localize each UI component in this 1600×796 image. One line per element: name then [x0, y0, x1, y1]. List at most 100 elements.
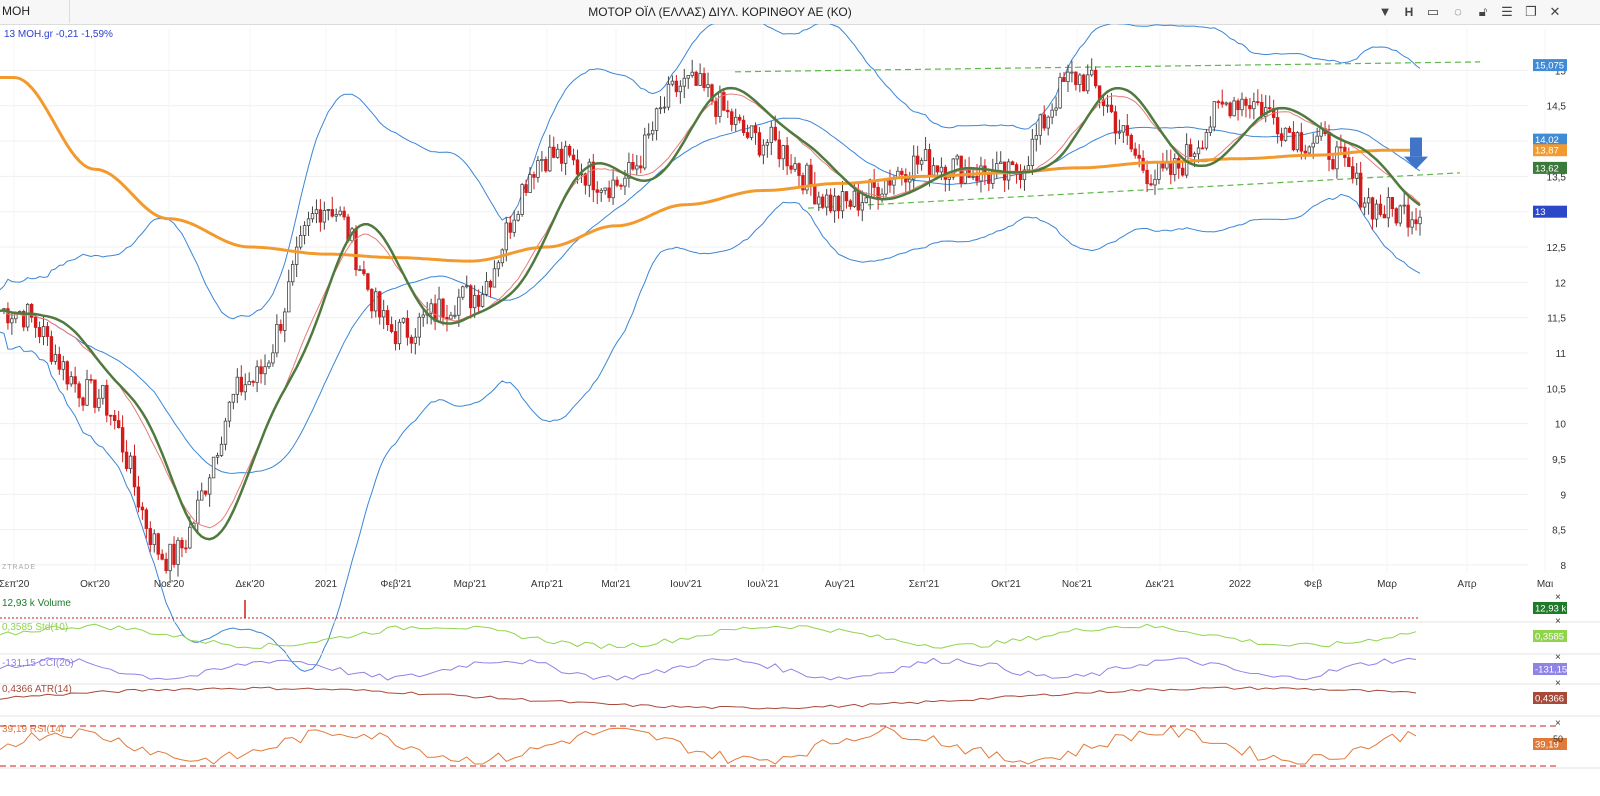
candle-body — [947, 176, 952, 180]
candle-body — [271, 352, 275, 364]
candle-body — [124, 451, 129, 469]
y-tick-label: 9 — [1560, 490, 1566, 501]
close-icon: × — [1555, 592, 1561, 603]
candle-body — [421, 314, 425, 318]
candle-body — [73, 376, 77, 385]
candle-type-icon[interactable]: ▭ — [1426, 4, 1440, 19]
candle-body — [152, 533, 156, 546]
candle-body — [1149, 183, 1153, 186]
dropdown-arrow-icon[interactable]: ▼ — [1378, 4, 1392, 19]
candle-body — [1418, 216, 1422, 225]
lock-icon[interactable]: 🔓︎ — [1478, 4, 1488, 19]
x-tick-label: Σεπ'21 — [909, 579, 940, 590]
candle-body — [900, 170, 904, 175]
candle-body — [287, 281, 291, 313]
overlay-lines — [0, 76, 1428, 541]
y-tick-label: 8,5 — [1552, 526, 1566, 537]
candle-body — [1236, 100, 1240, 111]
symbol-field[interactable]: MOH — [0, 0, 70, 23]
candle-body — [385, 310, 390, 325]
candle-body — [722, 92, 726, 111]
candle-body — [1030, 138, 1035, 167]
indicator-line — [0, 623, 1417, 650]
x-tick-label: Απρ'21 — [531, 579, 564, 590]
candle-body — [1105, 104, 1110, 107]
candle-body — [1173, 158, 1177, 175]
candle-body — [1414, 219, 1418, 225]
candle-body — [559, 148, 564, 164]
candle-body — [797, 163, 801, 176]
candle-body — [805, 164, 809, 191]
indicator-value-tag — [1533, 602, 1567, 614]
candle-body — [465, 285, 469, 288]
arrow-shaft — [1410, 137, 1422, 157]
candle-body — [219, 443, 224, 456]
candle-body — [666, 83, 671, 108]
candle-body — [587, 161, 592, 186]
candle-body — [231, 393, 236, 403]
indicator-value: -131,15 — [1535, 665, 1567, 676]
candle-body — [223, 420, 228, 445]
indicator-value: 12,93 k — [1535, 604, 1566, 615]
candle-body — [413, 336, 418, 344]
candle-body — [516, 214, 520, 221]
candle-body — [330, 209, 334, 217]
candle-body — [65, 361, 69, 385]
candle-body — [160, 553, 164, 560]
candle-body — [611, 179, 615, 199]
x-tick-label: Σεπ'20 — [0, 579, 30, 590]
price-tag: 13 — [1533, 205, 1567, 218]
candle-body — [931, 165, 936, 176]
price-tag-label: 13,87 — [1535, 146, 1559, 157]
candle-body — [1062, 76, 1066, 83]
candle-body — [437, 298, 441, 322]
candle-body — [955, 155, 959, 160]
candle-body — [793, 163, 797, 170]
candle-body — [856, 190, 861, 211]
price-tag-label: 15,075 — [1535, 61, 1564, 72]
candle-body — [765, 142, 770, 146]
candle-body — [571, 154, 576, 161]
chat-icon[interactable]: ◌ — [1454, 4, 1462, 19]
candle-body — [1347, 157, 1351, 167]
candle-body — [45, 326, 50, 337]
candle-body — [923, 149, 928, 162]
candle-body — [374, 291, 378, 312]
indicator-line — [0, 657, 1417, 681]
candle-body — [1070, 71, 1074, 74]
candle-body — [769, 126, 774, 143]
candle-body — [1086, 74, 1090, 92]
candle-body — [690, 71, 694, 76]
close-icon[interactable]: ✕ — [1549, 4, 1561, 19]
candle-body — [710, 84, 714, 102]
candle-body — [888, 180, 892, 186]
candle-body — [824, 194, 829, 208]
candle-body — [781, 145, 785, 160]
candle-body — [235, 376, 240, 395]
candle-body — [1390, 197, 1395, 210]
candle-body — [1358, 172, 1363, 208]
candle-body — [1232, 100, 1236, 117]
menu-icon[interactable]: ☰ — [1501, 4, 1513, 19]
candle-body — [1109, 104, 1114, 113]
restore-window-icon[interactable]: ❐ — [1525, 4, 1537, 19]
candle-body — [1410, 219, 1414, 228]
candle-body — [1378, 203, 1383, 215]
candle-body — [757, 132, 762, 156]
candle-body — [294, 246, 299, 265]
candle-body — [1382, 214, 1387, 219]
candle-body — [1050, 109, 1054, 118]
candle-body — [1212, 101, 1217, 128]
candle-body — [314, 209, 319, 215]
candle-body — [1204, 132, 1209, 149]
candle-body — [682, 77, 686, 87]
x-tick-label: 2021 — [315, 579, 338, 590]
candle-body — [1224, 102, 1228, 105]
period-button[interactable]: H — [1404, 5, 1414, 19]
candle-body — [291, 264, 295, 283]
chart-canvas[interactable]: 1514,51413,51312,51211,51110,5109,598,58… — [0, 24, 1600, 796]
candle-body — [1386, 197, 1391, 219]
candle-body — [654, 108, 659, 131]
candle-body — [298, 234, 303, 248]
candle-body — [306, 218, 311, 227]
